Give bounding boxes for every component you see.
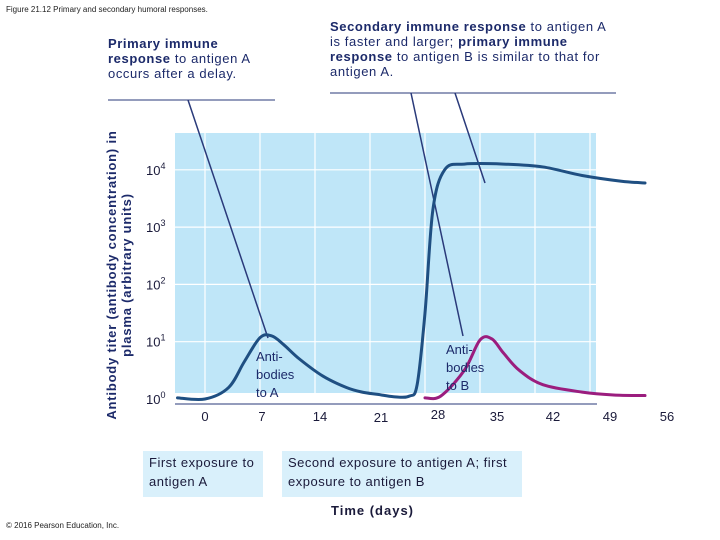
antibodies-a-label-1: Anti-: [256, 349, 283, 364]
x-axis-label: Time (days): [331, 503, 414, 518]
x-tick-label: 0: [201, 409, 208, 424]
antibodies-a-label-3: to A: [256, 385, 279, 400]
y-tick-label: 102: [146, 275, 165, 292]
y-tick-label: 104: [146, 161, 165, 178]
x-tick-label: 35: [490, 409, 504, 424]
x-tick-label: 28: [431, 407, 445, 422]
antibodies-b-label-1: Anti-: [446, 342, 473, 357]
y-tick-label: 103: [146, 218, 165, 235]
antibodies-b-label-3: to B: [446, 378, 469, 393]
x-tick-label: 49: [603, 409, 617, 424]
x-tick-label: 14: [313, 409, 327, 424]
first-exposure-box: First exposure to antigen A: [143, 451, 263, 497]
y-tick-label: 100: [146, 390, 165, 407]
x-tick-label: 7: [258, 409, 265, 424]
y-tick-label: 101: [146, 333, 165, 350]
antibodies-a-label-2: bodies: [256, 367, 295, 382]
second-exposure-box: Second exposure to antigen A; first expo…: [282, 451, 522, 497]
antibodies-b-label-2: bodies: [446, 360, 485, 375]
x-tick-label: 42: [546, 409, 560, 424]
copyright-notice: © 2016 Pearson Education, Inc.: [6, 521, 119, 530]
x-tick-label: 56: [660, 409, 674, 424]
x-tick-label: 21: [374, 410, 388, 425]
plot-background: [175, 133, 596, 393]
